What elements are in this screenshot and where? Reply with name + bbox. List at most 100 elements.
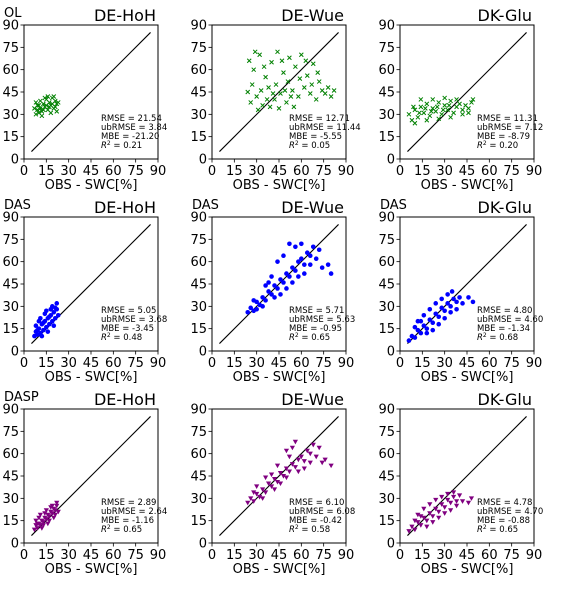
x-tick-label: 30	[436, 164, 453, 179]
data-point	[266, 289, 271, 294]
y-tick-label: 75	[378, 41, 395, 56]
data-point	[415, 114, 421, 120]
data-point	[245, 500, 251, 506]
data-point	[41, 320, 46, 326]
data-point	[280, 474, 287, 479]
data-point	[427, 307, 433, 312]
data-point	[274, 463, 281, 469]
y-tick-label: 45	[2, 278, 19, 293]
data-point	[445, 301, 450, 306]
data-point	[424, 326, 430, 331]
data-point	[412, 107, 418, 113]
data-point	[456, 493, 463, 498]
experiment-label: DAS	[192, 198, 219, 213]
data-point	[263, 283, 268, 288]
data-point	[453, 503, 460, 509]
data-point	[466, 295, 471, 300]
y-tick-label: 0	[11, 345, 19, 360]
x-tick-label: 60	[293, 548, 310, 563]
data-point	[427, 502, 433, 507]
data-point	[286, 454, 293, 460]
x-tick-label: 60	[481, 548, 498, 563]
data-point	[292, 439, 298, 445]
stat-r2-value: = 0.65	[487, 525, 518, 535]
data-point	[269, 292, 274, 297]
y-tick-label: 75	[190, 233, 207, 248]
y-tick-label: 15	[2, 130, 19, 145]
data-point	[295, 469, 301, 475]
x-tick-label: 0	[396, 548, 404, 563]
data-point	[269, 274, 274, 279]
data-point	[436, 509, 442, 515]
data-point	[301, 466, 307, 472]
data-point	[470, 97, 476, 102]
data-point	[272, 97, 277, 102]
data-point	[52, 315, 58, 321]
data-point	[271, 487, 278, 492]
data-point	[285, 79, 291, 84]
stat-r2: R2 = 0.20	[477, 140, 518, 151]
data-point	[454, 307, 459, 312]
data-point	[290, 88, 295, 93]
x-tick-label: 30	[248, 548, 265, 563]
stat-r2: R2 = 0.05	[289, 140, 330, 151]
data-point	[313, 454, 319, 460]
stat-mbe: MBE = -21.20	[101, 132, 159, 142]
data-point	[301, 459, 307, 464]
y-tick-label: 90	[378, 403, 395, 418]
stat-r2-value: = 0.68	[487, 333, 518, 343]
y-tick-label: 60	[378, 63, 395, 78]
x-tick-label: 45	[83, 356, 100, 371]
one-to-one-line	[407, 224, 527, 344]
data-point	[49, 318, 55, 324]
x-tick-label: 0	[20, 164, 28, 179]
data-point	[283, 466, 290, 472]
data-point	[269, 59, 274, 65]
data-point	[36, 103, 42, 108]
stat-r2-exponent: 2	[483, 524, 487, 531]
x-tick-label: 0	[20, 356, 28, 371]
data-point	[255, 107, 261, 113]
data-point	[449, 289, 455, 294]
data-point	[418, 318, 424, 324]
experiment-label: OL	[4, 6, 22, 21]
stat-rmse: RMSE = 6.10	[289, 498, 344, 508]
data-point	[421, 312, 427, 318]
data-point	[417, 110, 422, 116]
y-tick-label: 90	[190, 403, 207, 418]
data-point	[430, 320, 436, 326]
x-tick-label: 0	[208, 356, 216, 371]
data-point	[328, 271, 334, 276]
y-tick-label: 90	[190, 19, 207, 34]
x-tick-label: 75	[315, 356, 332, 371]
data-point	[275, 286, 280, 291]
data-point	[460, 111, 465, 117]
data-point	[289, 462, 295, 467]
data-point	[424, 518, 430, 524]
data-point	[466, 106, 471, 111]
data-point	[54, 109, 60, 114]
x-tick-label: 15	[38, 164, 55, 179]
data-point	[415, 512, 421, 518]
site-title: DE-Wue	[281, 198, 344, 217]
x-tick-label: 60	[293, 356, 310, 371]
x-tick-label: 75	[503, 356, 520, 371]
data-point	[418, 97, 424, 102]
stat-mbe: MBE = -1.16	[101, 516, 154, 526]
data-point	[409, 524, 415, 530]
data-point	[297, 76, 303, 81]
data-point	[325, 262, 331, 267]
data-point	[268, 472, 275, 478]
data-point	[287, 241, 292, 247]
data-point	[428, 109, 434, 114]
data-point	[442, 308, 447, 314]
one-to-one-line	[219, 224, 339, 344]
experiment-label: DASP	[4, 390, 39, 405]
data-point	[55, 312, 61, 318]
y-tick-label: 15	[378, 322, 395, 337]
data-point	[440, 107, 446, 113]
site-title: DE-HoH	[94, 198, 156, 217]
data-point	[451, 110, 456, 116]
data-point	[284, 286, 289, 291]
